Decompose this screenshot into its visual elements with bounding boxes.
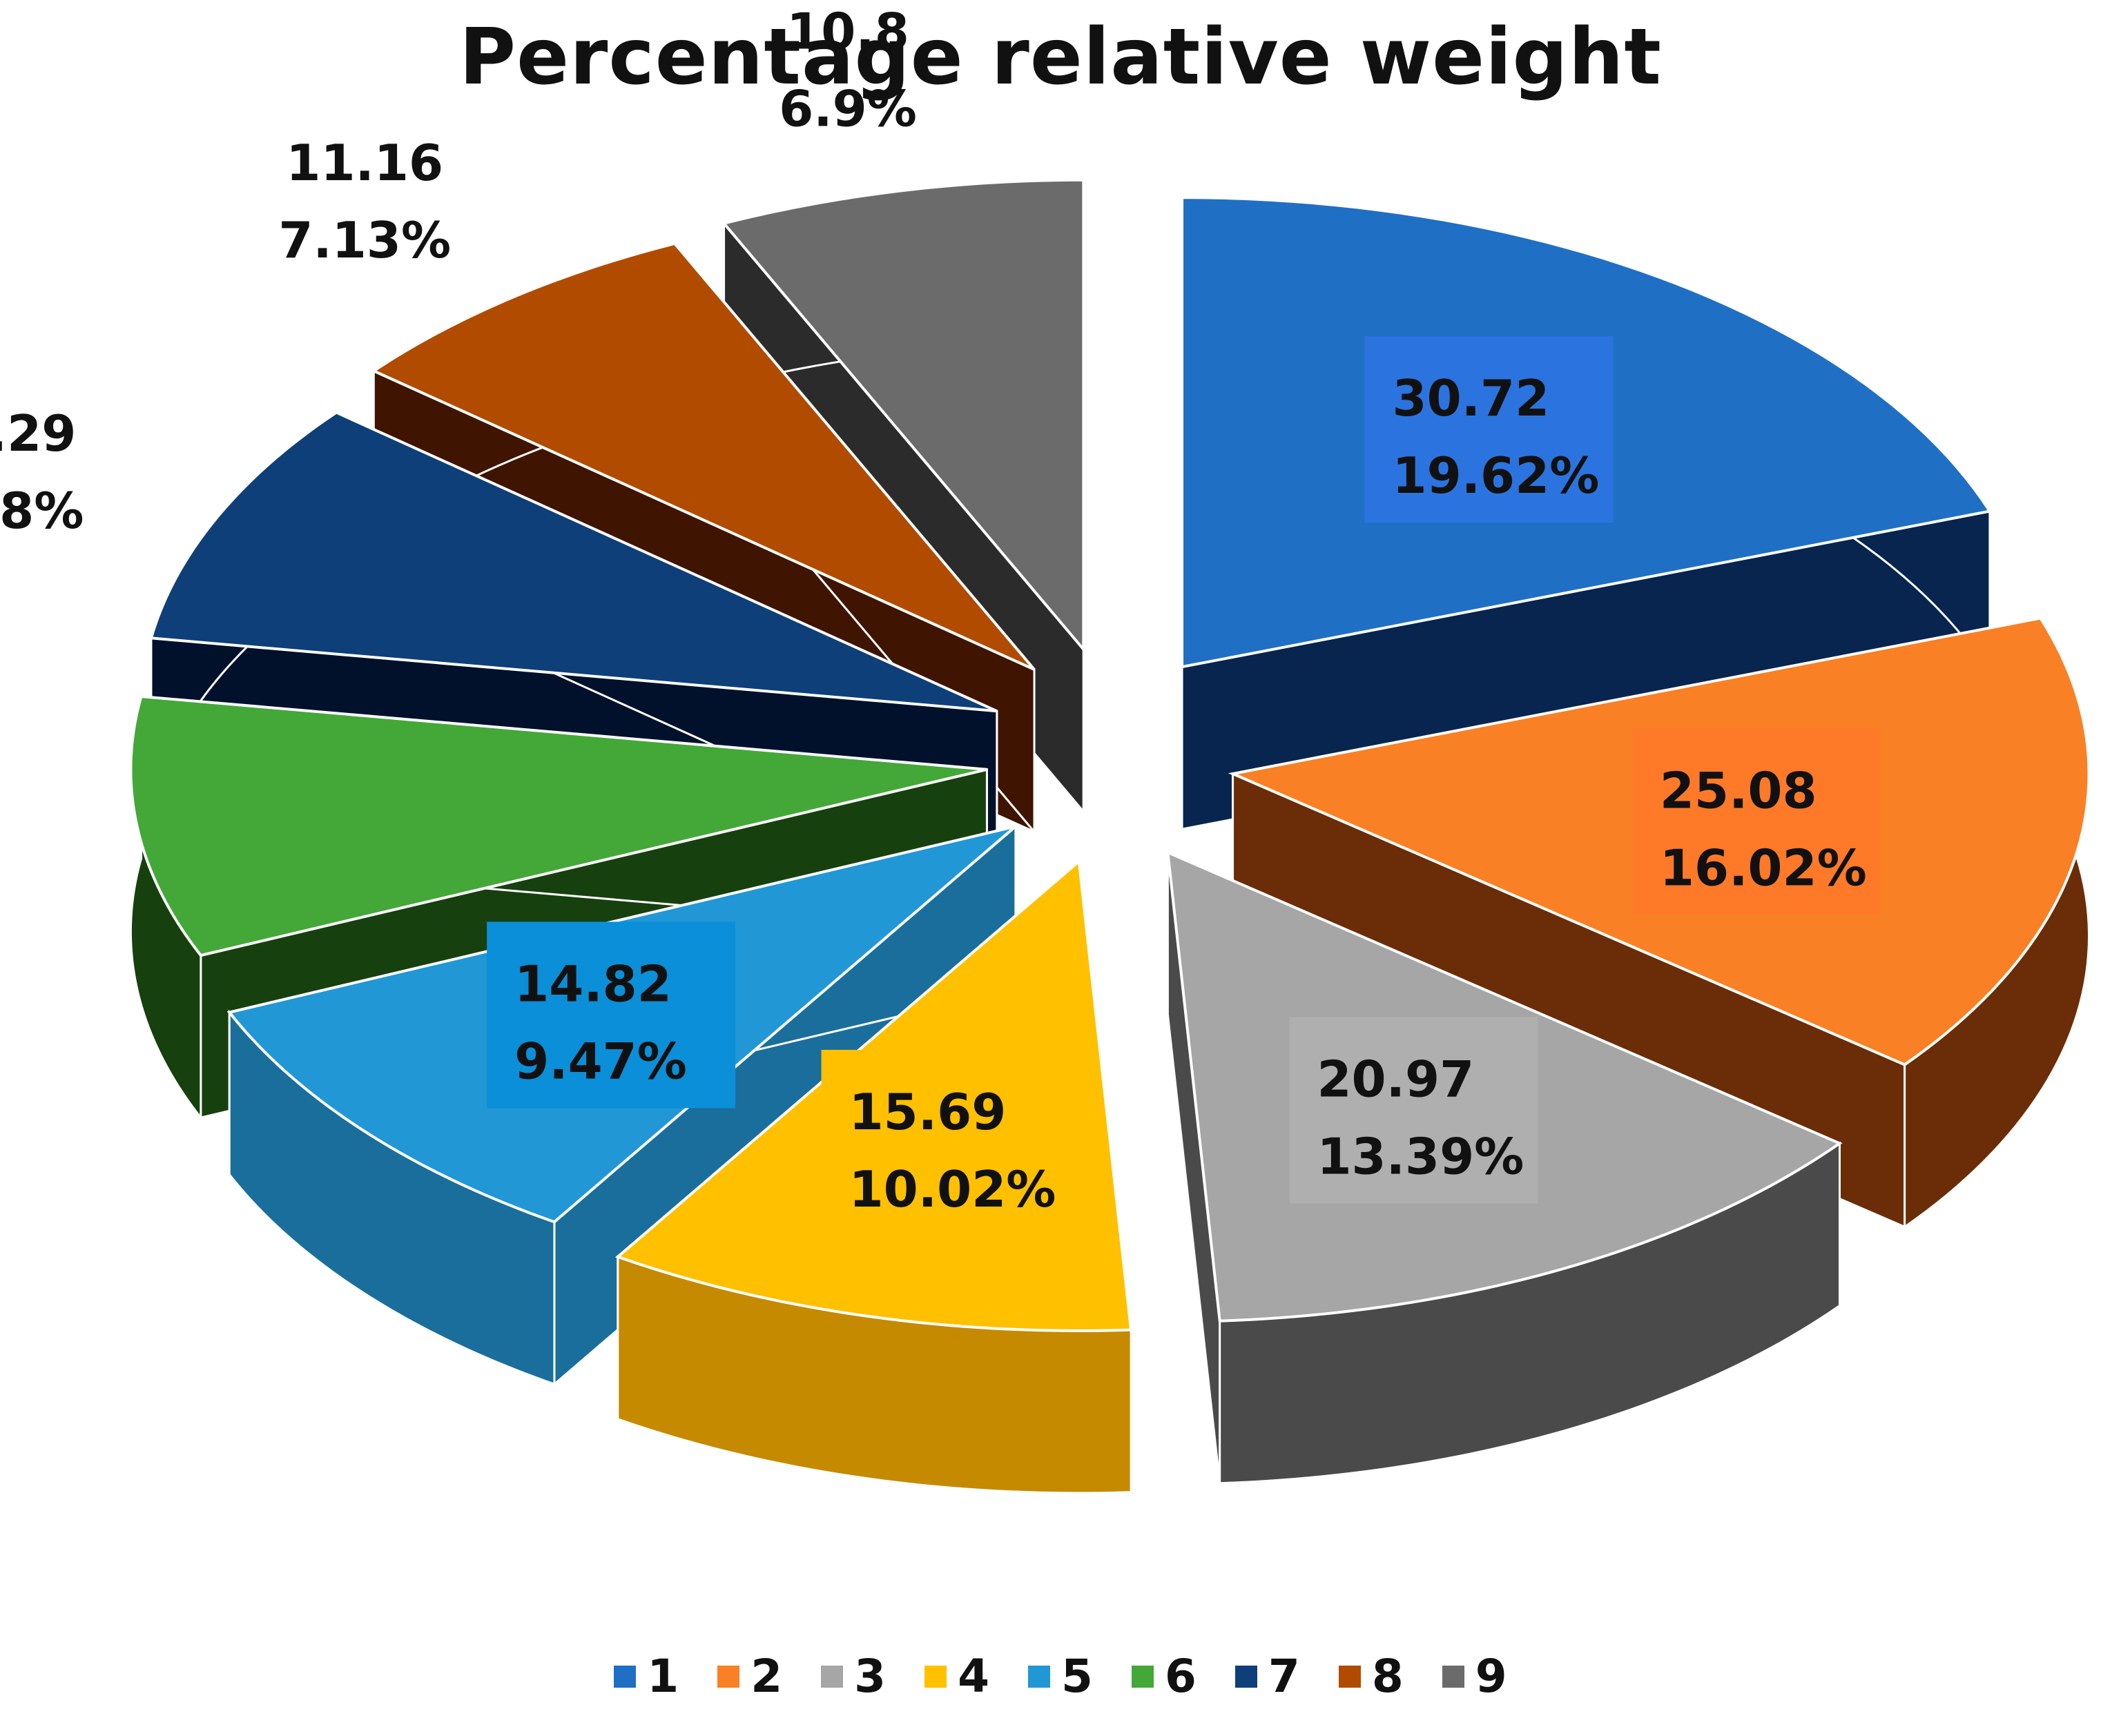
percent-label-1: 19.62% xyxy=(1393,447,1600,505)
slice-8 xyxy=(371,242,1036,671)
value-label-2: 25.08 xyxy=(1660,761,1817,819)
value-label-7: 13.29 xyxy=(0,404,76,462)
legend-item-5: 5 xyxy=(1028,1650,1093,1703)
value-label-9: 10.8 xyxy=(786,3,909,61)
percent-label-4: 10.02% xyxy=(849,1160,1056,1218)
value-label-4: 15.69 xyxy=(849,1083,1007,1141)
slice-7 xyxy=(149,411,998,713)
legend-swatch-4 xyxy=(924,1665,947,1688)
label-box-4 xyxy=(821,1049,1070,1236)
legend-swatch-1 xyxy=(614,1665,637,1688)
legend-item-8: 8 xyxy=(1338,1650,1404,1703)
legend-item-7: 7 xyxy=(1234,1650,1300,1703)
legend-item-2: 2 xyxy=(717,1650,782,1703)
legend-item-1: 1 xyxy=(614,1650,679,1703)
percent-label-7: 8.48% xyxy=(0,482,84,540)
legend-swatch-9 xyxy=(1442,1665,1464,1688)
value-label-3: 20.97 xyxy=(1317,1051,1474,1109)
data-labels: 30.72 19.62% 25.08 16.02% 20.97 13.39% 15.69 10… xyxy=(0,3,1881,1236)
value-label-8: 11.16 xyxy=(286,134,443,192)
legend-swatch-2 xyxy=(717,1665,740,1688)
percent-label-3: 13.39% xyxy=(1317,1128,1524,1186)
label-box-5 xyxy=(487,921,736,1109)
value-label-5: 14.82 xyxy=(514,955,672,1013)
legend-label-6: 6 xyxy=(1164,1650,1197,1703)
value-label-1: 30.72 xyxy=(1393,369,1550,427)
label-box-2 xyxy=(1631,728,1881,915)
legend: 1 2 3 4 5 6 7 8 9 xyxy=(0,1650,2121,1703)
legend-label-5: 5 xyxy=(1061,1650,1093,1703)
legend-label-1: 1 xyxy=(647,1650,679,1703)
legend-label-2: 2 xyxy=(750,1650,783,1703)
percent-label-2: 16.02% xyxy=(1660,839,1867,897)
legend-label-3: 3 xyxy=(854,1650,887,1703)
legend-swatch-7 xyxy=(1234,1665,1257,1688)
percent-label-5: 9.47% xyxy=(514,1032,687,1090)
legend-swatch-5 xyxy=(1028,1665,1051,1688)
legend-label-9: 9 xyxy=(1475,1650,1507,1703)
legend-item-6: 6 xyxy=(1131,1650,1197,1703)
chart-title: Percentage relative weight xyxy=(459,12,1662,102)
label-box-3 xyxy=(1289,1017,1538,1204)
legend-label-8: 8 xyxy=(1371,1650,1404,1703)
legend-item-4: 4 xyxy=(924,1650,989,1703)
legend-swatch-3 xyxy=(821,1665,844,1688)
legend-item-9: 9 xyxy=(1442,1650,1507,1703)
legend-swatch-8 xyxy=(1338,1665,1361,1688)
percent-label-9: 6.9% xyxy=(779,80,917,138)
legend-label-4: 4 xyxy=(958,1650,990,1703)
legend-swatch-6 xyxy=(1131,1665,1154,1688)
slice-6 xyxy=(129,694,987,957)
legend-label-7: 7 xyxy=(1268,1650,1300,1703)
percent-label-8: 7.13% xyxy=(278,211,451,269)
legend-item-3: 3 xyxy=(821,1650,886,1703)
slice-9 xyxy=(721,178,1085,654)
label-box-1 xyxy=(1364,336,1614,523)
